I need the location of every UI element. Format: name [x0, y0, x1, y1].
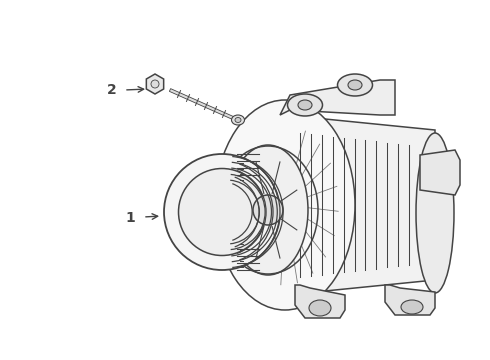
Polygon shape: [147, 74, 164, 94]
Ellipse shape: [178, 168, 266, 256]
Ellipse shape: [288, 94, 322, 116]
Ellipse shape: [271, 186, 299, 224]
Ellipse shape: [401, 300, 423, 314]
Text: 2: 2: [107, 83, 117, 97]
Ellipse shape: [151, 80, 159, 88]
Ellipse shape: [235, 117, 241, 122]
Ellipse shape: [348, 80, 362, 90]
Ellipse shape: [298, 100, 312, 110]
Polygon shape: [295, 285, 345, 318]
Ellipse shape: [416, 133, 454, 293]
Polygon shape: [385, 285, 435, 315]
Ellipse shape: [228, 145, 308, 275]
Ellipse shape: [215, 100, 355, 310]
Ellipse shape: [253, 195, 283, 225]
Polygon shape: [285, 115, 435, 295]
Polygon shape: [420, 150, 460, 195]
Ellipse shape: [309, 300, 331, 316]
Polygon shape: [280, 80, 395, 115]
Text: 1: 1: [125, 211, 135, 225]
Ellipse shape: [231, 115, 245, 125]
Ellipse shape: [338, 74, 372, 96]
Polygon shape: [170, 89, 234, 120]
Ellipse shape: [164, 154, 280, 270]
